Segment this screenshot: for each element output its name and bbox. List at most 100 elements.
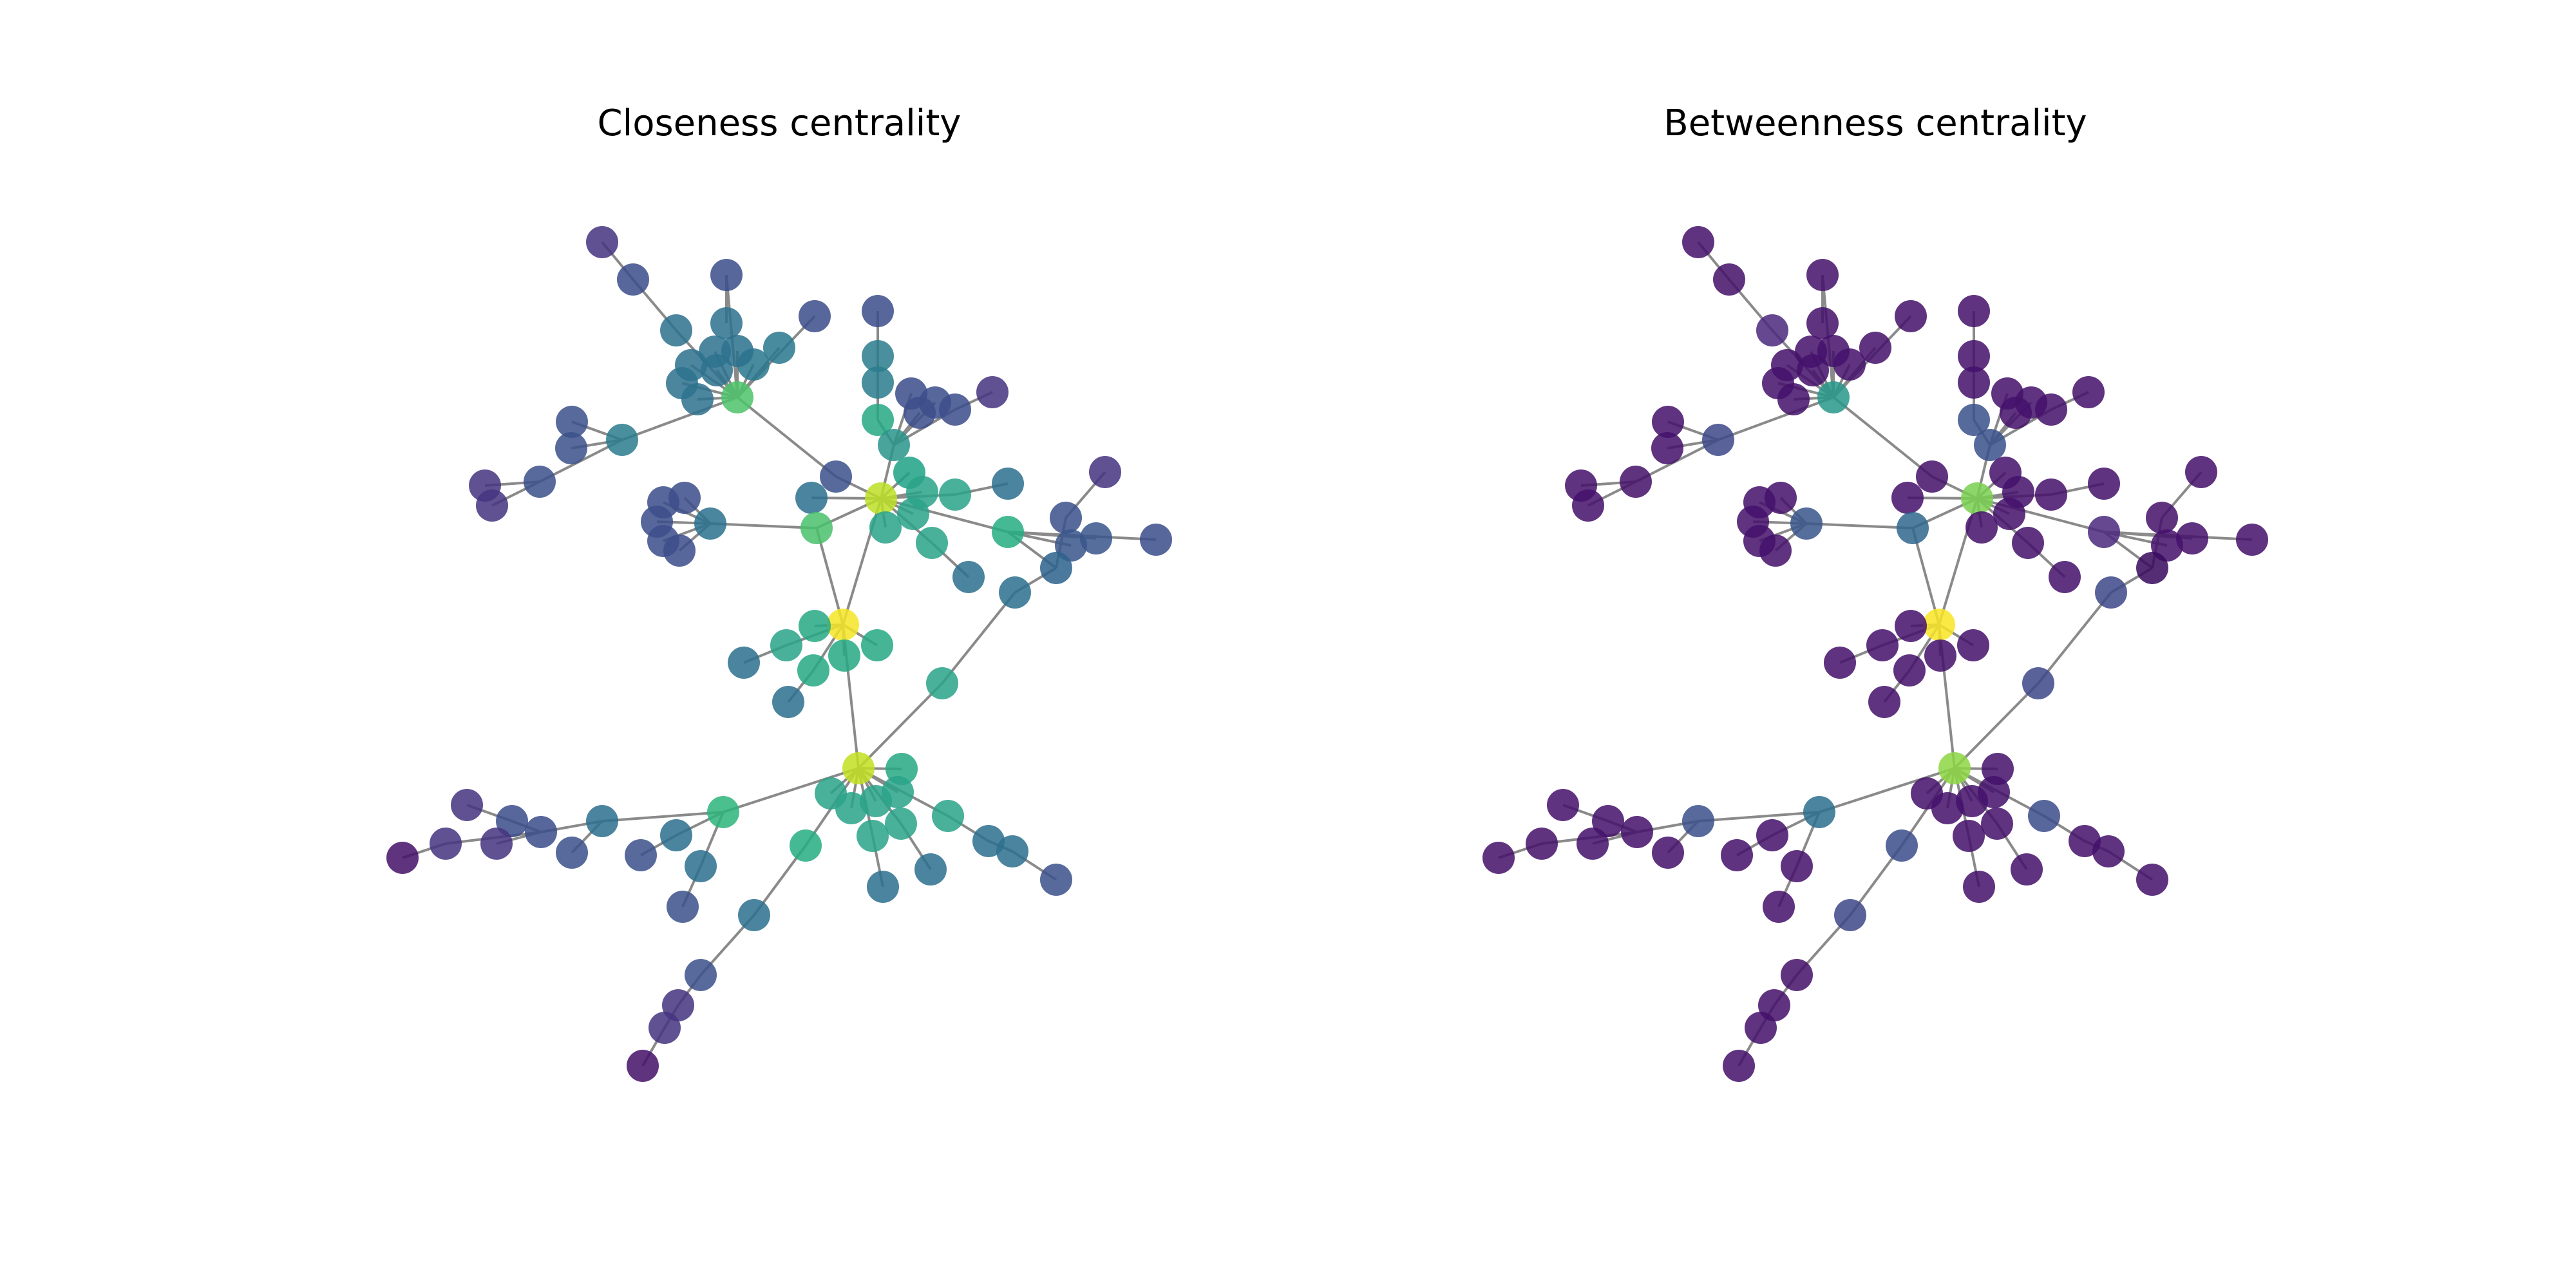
betweenness-node: [1938, 752, 1971, 784]
closeness-node: [939, 393, 971, 426]
betweenness-node: [1652, 406, 1684, 438]
betweenness-node: [1765, 482, 1797, 514]
closeness-node: [862, 340, 894, 372]
closeness-node: [1040, 864, 1072, 896]
closeness-node: [865, 482, 897, 515]
closeness-node: [524, 466, 556, 498]
betweenness-node: [1759, 535, 1792, 567]
betweenness-node: [1965, 511, 1998, 544]
closeness-edge: [723, 767, 859, 813]
closeness-node: [451, 789, 483, 821]
closeness-node: [660, 819, 692, 851]
betweenness-node: [1577, 828, 1609, 860]
betweenness-node: [1817, 381, 1850, 413]
closeness-node: [525, 816, 557, 848]
betweenness-node: [2236, 524, 2268, 556]
betweenness-node: [1893, 654, 1926, 687]
betweenness-node: [1956, 785, 1988, 817]
betweenness-node: [2011, 853, 2043, 886]
betweenness-node: [2012, 527, 2044, 559]
betweenness-node: [2146, 502, 2178, 534]
betweenness-node: [1781, 850, 1813, 882]
betweenness-node: [2088, 468, 2120, 500]
betweenness-node: [1781, 959, 1813, 991]
betweenness-edge: [1806, 522, 1913, 529]
betweenness-node: [2035, 478, 2067, 511]
closeness-node: [617, 263, 649, 296]
betweenness-node: [1916, 460, 1948, 493]
betweenness-node: [1806, 259, 1839, 291]
betweenness-node: [2136, 864, 2168, 896]
closeness-node: [649, 1012, 681, 1044]
closeness-node: [976, 376, 1009, 408]
betweenness-node: [1592, 805, 1624, 837]
betweenness-node: [1981, 808, 2013, 840]
panel-title-closeness: Closeness centrality: [598, 102, 961, 144]
closeness-node: [430, 828, 462, 860]
closeness-node: [1089, 456, 1121, 488]
betweenness-node: [2049, 561, 2081, 593]
betweenness-node: [1957, 629, 1989, 661]
betweenness-edge: [1832, 396, 1933, 478]
betweenness-node: [2136, 552, 2168, 584]
closeness-node: [496, 805, 528, 837]
betweenness-node: [1859, 332, 1891, 364]
panel-title-betweenness: Betweenness centrality: [1663, 102, 2087, 144]
closeness-node: [770, 629, 802, 661]
betweenness-node: [1620, 466, 1652, 498]
closeness-node: [480, 828, 513, 860]
closeness-node: [386, 842, 419, 874]
betweenness-node: [1723, 1050, 1755, 1082]
closeness-node: [878, 429, 910, 461]
closeness-node: [625, 839, 657, 871]
closeness-node: [1080, 522, 1112, 554]
betweenness-node: [1682, 226, 1714, 258]
closeness-node: [694, 507, 726, 540]
betweenness-node: [2095, 576, 2127, 609]
closeness-node: [707, 796, 739, 828]
closeness-node: [586, 805, 618, 837]
betweenness-node: [1958, 366, 1990, 399]
betweenness-node: [1526, 828, 1558, 860]
closeness-node: [667, 891, 699, 923]
betweenness-node: [1866, 629, 1899, 661]
closeness-node: [606, 424, 638, 456]
closeness-node: [996, 835, 1028, 867]
closeness-node: [685, 959, 717, 991]
closeness-node: [932, 800, 964, 832]
betweenness-node: [1702, 424, 1734, 456]
closeness-node: [861, 629, 893, 661]
closeness-node: [685, 850, 717, 882]
closeness-node: [867, 871, 899, 903]
betweenness-node: [1652, 837, 1684, 869]
closeness-node: [721, 381, 753, 413]
betweenness-node: [2028, 800, 2060, 832]
betweenness-node: [1895, 300, 1927, 332]
closeness-node: [857, 820, 889, 852]
betweenness-node: [1817, 335, 1850, 367]
betweenness-edge: [1953, 682, 2040, 770]
closeness-node: [701, 354, 733, 386]
closeness-edge: [601, 811, 724, 822]
closeness-node: [763, 332, 795, 364]
betweenness-node: [1547, 789, 1579, 821]
closeness-node: [772, 686, 804, 718]
betweenness-node: [1806, 307, 1839, 339]
betweenness-node: [1756, 819, 1788, 851]
betweenness-node: [1790, 507, 1823, 540]
betweenness-node: [1963, 871, 1995, 903]
closeness-node: [663, 535, 696, 567]
closeness-node: [710, 307, 743, 339]
closeness-node: [869, 511, 902, 544]
closeness-node: [914, 853, 947, 886]
closeness-edge: [621, 396, 738, 441]
betweenness-node: [1958, 404, 1990, 436]
betweenness-node: [1897, 512, 1929, 544]
closeness-node: [939, 478, 971, 511]
betweenness-node: [1651, 432, 1683, 464]
betweenness-node: [1895, 610, 1927, 642]
betweenness-node: [1682, 805, 1714, 837]
betweenness-node: [1868, 686, 1900, 718]
betweenness-node: [2072, 376, 2105, 408]
